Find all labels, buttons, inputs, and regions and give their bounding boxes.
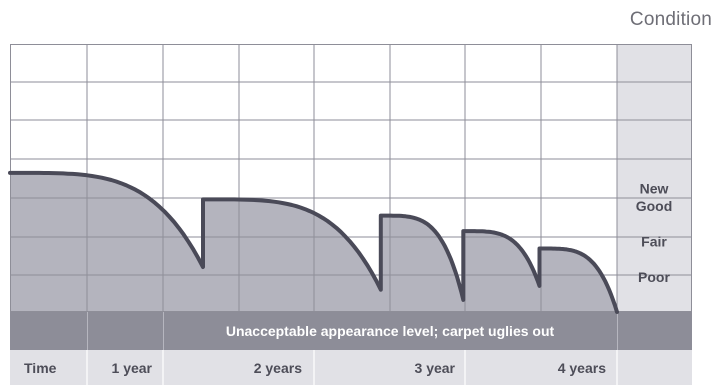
time-label-2: 2 years (254, 360, 302, 376)
condition-label-poor: Poor (638, 269, 670, 285)
grid-border (10, 44, 692, 312)
time-row (10, 350, 692, 385)
condition-line (8, 170, 619, 314)
unacceptable-band (10, 312, 692, 350)
labels: New Good Fair Poor Time 1 year 2 years 3 year 4 … (24, 180, 672, 376)
condition-curve (8, 170, 619, 314)
unacceptable-band-divider-left (87, 312, 88, 350)
unacceptable-band-divider-mid (163, 312, 164, 350)
unacceptable-band-label: Unacceptable appearance level; carpet ug… (226, 323, 555, 339)
grid (10, 44, 692, 385)
condition-column (617, 44, 692, 312)
chart-title: Condition (629, 9, 712, 30)
time-label-1: 1 year (112, 360, 153, 376)
unacceptable-band-divider-right (617, 312, 618, 350)
condition-label-new: New (640, 180, 669, 196)
time-label-4: 4 years (558, 360, 606, 376)
condition-label-good: Good (636, 198, 673, 214)
time-label-3: 3 year (415, 360, 456, 376)
time-axis-label: Time (24, 360, 57, 376)
condition-label-fair: Fair (641, 234, 667, 250)
